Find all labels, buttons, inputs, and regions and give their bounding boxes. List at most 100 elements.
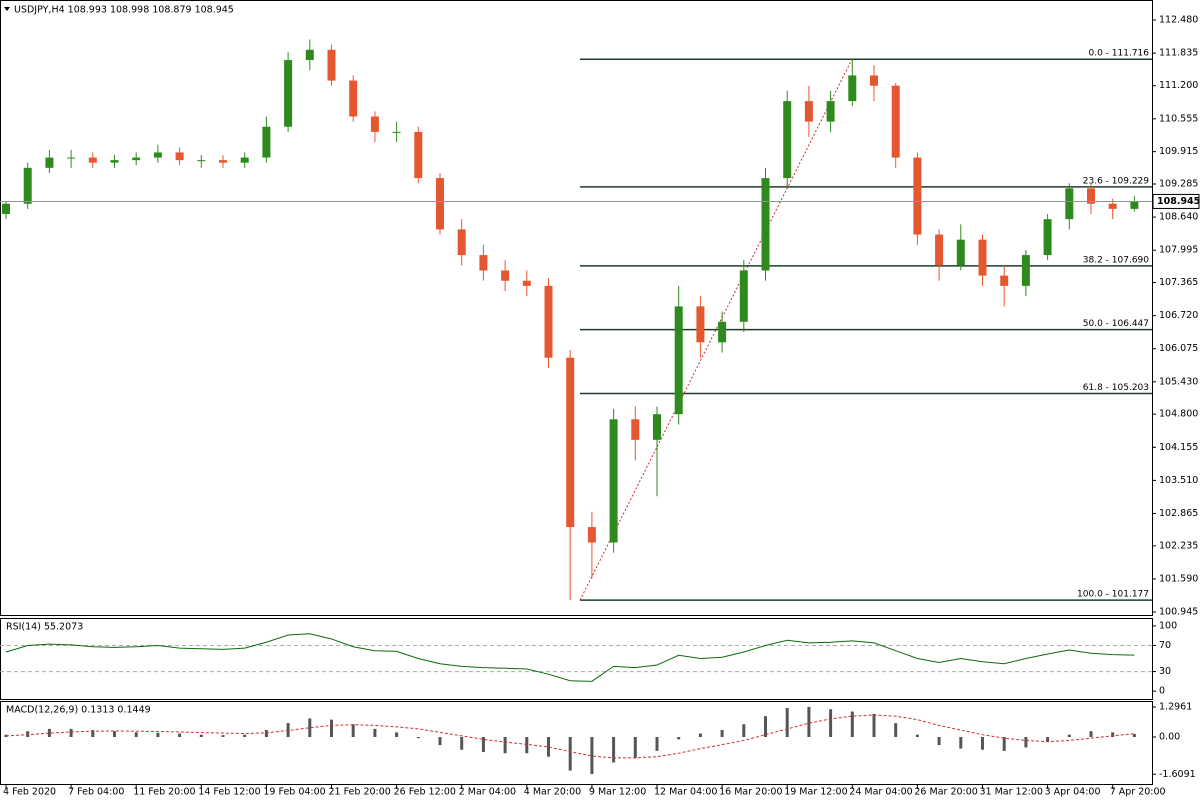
y-tick-label: 102.235: [1159, 540, 1198, 551]
macd-bar: [351, 724, 355, 738]
y-tick-label: 104.155: [1159, 442, 1198, 453]
macd-bar: [26, 731, 30, 738]
candle-body: [414, 131, 423, 179]
macd-bar: [1067, 734, 1071, 738]
macd-bar: [91, 730, 95, 738]
macd-bar: [720, 730, 724, 738]
macd-bar: [438, 737, 442, 746]
y-tick-label: 105.430: [1159, 376, 1198, 387]
x-tick-label: 3 Apr 04:00: [1045, 787, 1101, 798]
macd-bar: [807, 706, 811, 738]
y-tick-label: 109.915: [1159, 146, 1198, 157]
macd-bar: [1024, 737, 1028, 748]
macd-bar: [503, 737, 507, 754]
x-tick-label: 14 Feb 12:00: [198, 787, 260, 798]
panel-title: RSI(14) 55.2073: [6, 622, 83, 633]
macd-bar: [785, 708, 789, 738]
candle-body: [501, 270, 510, 281]
x-tick-label: 24 Mar 04:00: [849, 787, 912, 798]
candle-body: [240, 157, 249, 163]
candle-body: [696, 306, 705, 343]
macd-bar: [915, 734, 919, 738]
candle-body: [935, 234, 944, 266]
last-price-label: 108.945: [1157, 196, 1200, 207]
candle-body: [175, 152, 184, 161]
macd-bar: [113, 731, 116, 738]
candle-body: [197, 160, 206, 162]
macd-bar: [959, 737, 963, 749]
candle-body: [457, 229, 466, 256]
macd-bar: [590, 737, 594, 775]
candle-body: [110, 160, 119, 163]
macd-bar: [525, 737, 529, 754]
candle-body: [718, 321, 727, 343]
x-tick-label: 31 Mar 12:00: [980, 787, 1043, 798]
fib-trend: [579, 59, 853, 601]
candle-body: [587, 527, 596, 543]
y-tick-label: 112.480: [1159, 15, 1198, 26]
last-price-box: [1152, 193, 1200, 209]
y-tick-label: 30: [1159, 666, 1171, 677]
macd-bar: [547, 737, 550, 757]
candle-body: [1000, 275, 1009, 286]
fib-label: 23.6 - 109.229: [1083, 176, 1149, 186]
macd-bar: [894, 723, 898, 738]
macd-bar: [134, 732, 138, 738]
y-tick-label: 103.510: [1159, 475, 1198, 486]
macd-bar: [264, 730, 268, 738]
y-tick-label: 0: [1159, 686, 1165, 697]
macd-bar: [460, 737, 464, 750]
candle-body: [1108, 203, 1117, 209]
candle-body: [305, 49, 314, 61]
macd-bar: [308, 718, 312, 738]
candle-body: [370, 116, 379, 132]
macd-bar: [156, 732, 160, 738]
fib-label: 0.0 - 111.716: [1089, 49, 1150, 59]
macd-bar: [937, 737, 941, 746]
macd-bar: [872, 713, 876, 738]
candle-body: [1065, 188, 1074, 220]
candle-body: [1087, 188, 1095, 204]
candle-body: [544, 285, 553, 358]
candle-body: [566, 357, 575, 528]
macd-bar: [373, 728, 377, 738]
x-tick-label: 21 Feb 20:00: [329, 787, 391, 798]
x-tick-label: 19 Mar 12:00: [784, 787, 847, 798]
x-tick-label: 7 Apr 20:00: [1110, 787, 1166, 798]
candle-body: [88, 157, 97, 163]
candle-body: [392, 131, 401, 133]
candle-body: [739, 270, 748, 322]
y-tick-label: 107.995: [1159, 245, 1198, 256]
macd-bar: [481, 737, 485, 753]
macd-bar: [1046, 737, 1050, 742]
macd-bar: [612, 737, 616, 763]
x-tick-label: 9 Mar 12:00: [589, 787, 646, 798]
macd-bar: [742, 724, 746, 738]
macd-bar: [633, 737, 637, 758]
macd-bar: [221, 735, 225, 738]
candle-body: [262, 126, 271, 158]
fib-label: 38.2 - 107.690: [1083, 255, 1149, 265]
candle-body: [674, 306, 683, 415]
x-tick-label: 16 Mar 20:00: [719, 787, 782, 798]
y-tick-label: 100: [1159, 620, 1177, 631]
candle-body: [522, 280, 531, 286]
candle-body: [349, 80, 358, 117]
panel-title: MACD(12,26,9) 0.1313 0.1449: [6, 705, 151, 716]
x-tick-label: 26 Mar 20:00: [914, 787, 977, 798]
macd-bar: [850, 711, 854, 738]
candle-body: [1021, 255, 1030, 286]
candle-body: [848, 75, 857, 102]
main-panel: [0, 0, 1153, 616]
rsi-line: [5, 633, 1135, 682]
macd-bar: [330, 719, 333, 738]
macd-bar: [47, 728, 51, 738]
macd-bar: [655, 737, 659, 751]
candle-body: [153, 152, 162, 158]
x-tick-label: 26 Feb 12:00: [394, 787, 456, 798]
macd-bar: [568, 737, 572, 771]
candle-body: [653, 414, 661, 440]
candle-body: [284, 60, 293, 127]
macd-bar: [1002, 737, 1006, 751]
